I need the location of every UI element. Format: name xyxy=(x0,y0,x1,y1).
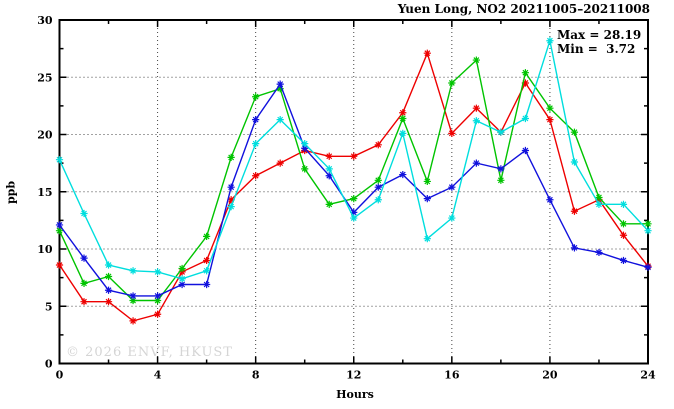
x-tick-label: 4 xyxy=(154,369,162,382)
y-tick-label: 25 xyxy=(37,71,52,84)
series-green-markers xyxy=(55,56,652,305)
y-tick-label: 20 xyxy=(37,129,53,142)
watermark: © 2026 ENVF, HKUST xyxy=(66,345,233,360)
x-tick-label: 12 xyxy=(346,369,361,382)
x-tick-label: 0 xyxy=(56,369,64,382)
series-blue-markers xyxy=(55,80,652,300)
y-tick-label: 10 xyxy=(37,243,53,256)
y-tick-label: 15 xyxy=(37,186,52,199)
x-axis-label: Hours xyxy=(336,388,374,401)
x-tick-label: 20 xyxy=(542,369,558,382)
y-axis-label: ppb xyxy=(4,180,18,205)
y-tick-label: 30 xyxy=(37,14,53,27)
stats-box: Max = 28.19 Min = 3.72 xyxy=(557,28,641,56)
y-tick-label: 5 xyxy=(45,300,53,313)
x-tick-label: 24 xyxy=(640,369,656,382)
max-value-label: Max = 28.19 xyxy=(557,28,642,42)
series-cyan-markers xyxy=(55,37,652,283)
x-tick-label: 8 xyxy=(252,369,260,382)
y-tick-label: 0 xyxy=(45,358,53,371)
x-tick-label: 16 xyxy=(444,369,460,382)
series-red-markers xyxy=(55,49,652,325)
min-value-label: Min = 3.72 xyxy=(557,42,636,56)
chart-title: Yuen Long, NO2 20211005–20211008 xyxy=(397,2,650,16)
